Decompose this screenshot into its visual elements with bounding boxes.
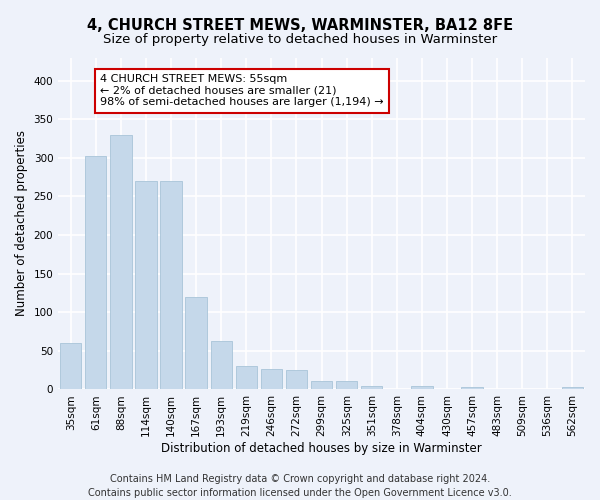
- Y-axis label: Number of detached properties: Number of detached properties: [15, 130, 28, 316]
- Bar: [261, 368, 282, 390]
- Bar: [361, 386, 382, 390]
- Bar: [110, 134, 131, 390]
- Bar: [286, 370, 307, 390]
- Bar: [136, 181, 157, 390]
- Text: Contains HM Land Registry data © Crown copyright and database right 2024.
Contai: Contains HM Land Registry data © Crown c…: [88, 474, 512, 498]
- Text: 4, CHURCH STREET MEWS, WARMINSTER, BA12 8FE: 4, CHURCH STREET MEWS, WARMINSTER, BA12 …: [87, 18, 513, 32]
- Bar: [562, 387, 583, 390]
- Bar: [336, 381, 358, 390]
- Text: Size of property relative to detached houses in Warminster: Size of property relative to detached ho…: [103, 32, 497, 46]
- Bar: [211, 341, 232, 390]
- Bar: [311, 381, 332, 390]
- Bar: [160, 181, 182, 390]
- Text: 4 CHURCH STREET MEWS: 55sqm
← 2% of detached houses are smaller (21)
98% of semi: 4 CHURCH STREET MEWS: 55sqm ← 2% of deta…: [100, 74, 384, 108]
- Bar: [461, 387, 483, 390]
- X-axis label: Distribution of detached houses by size in Warminster: Distribution of detached houses by size …: [161, 442, 482, 455]
- Bar: [236, 366, 257, 390]
- Bar: [185, 297, 207, 390]
- Bar: [85, 156, 106, 390]
- Bar: [60, 343, 82, 390]
- Bar: [411, 386, 433, 390]
